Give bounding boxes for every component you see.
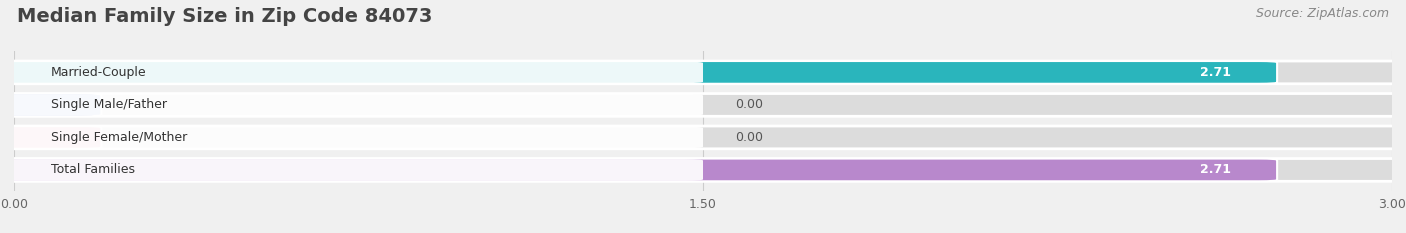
FancyBboxPatch shape	[0, 94, 703, 116]
FancyBboxPatch shape	[0, 158, 1277, 181]
Text: Single Female/Mother: Single Female/Mother	[51, 131, 187, 144]
Text: Total Families: Total Families	[51, 163, 135, 176]
Text: Source: ZipAtlas.com: Source: ZipAtlas.com	[1256, 7, 1389, 20]
Text: Single Male/Father: Single Male/Father	[51, 98, 167, 111]
FancyBboxPatch shape	[0, 61, 1277, 84]
FancyBboxPatch shape	[0, 126, 1406, 149]
FancyBboxPatch shape	[0, 93, 1406, 116]
Text: 0.00: 0.00	[735, 131, 763, 144]
Text: 2.71: 2.71	[1201, 66, 1232, 79]
FancyBboxPatch shape	[0, 127, 703, 148]
Text: Median Family Size in Zip Code 84073: Median Family Size in Zip Code 84073	[17, 7, 432, 26]
Text: Married-Couple: Married-Couple	[51, 66, 146, 79]
FancyBboxPatch shape	[0, 158, 1406, 181]
FancyBboxPatch shape	[0, 62, 703, 83]
FancyBboxPatch shape	[0, 93, 101, 116]
FancyBboxPatch shape	[0, 159, 703, 181]
Text: 0.00: 0.00	[735, 98, 763, 111]
Text: 2.71: 2.71	[1201, 163, 1232, 176]
FancyBboxPatch shape	[0, 126, 101, 149]
FancyBboxPatch shape	[0, 61, 1406, 84]
